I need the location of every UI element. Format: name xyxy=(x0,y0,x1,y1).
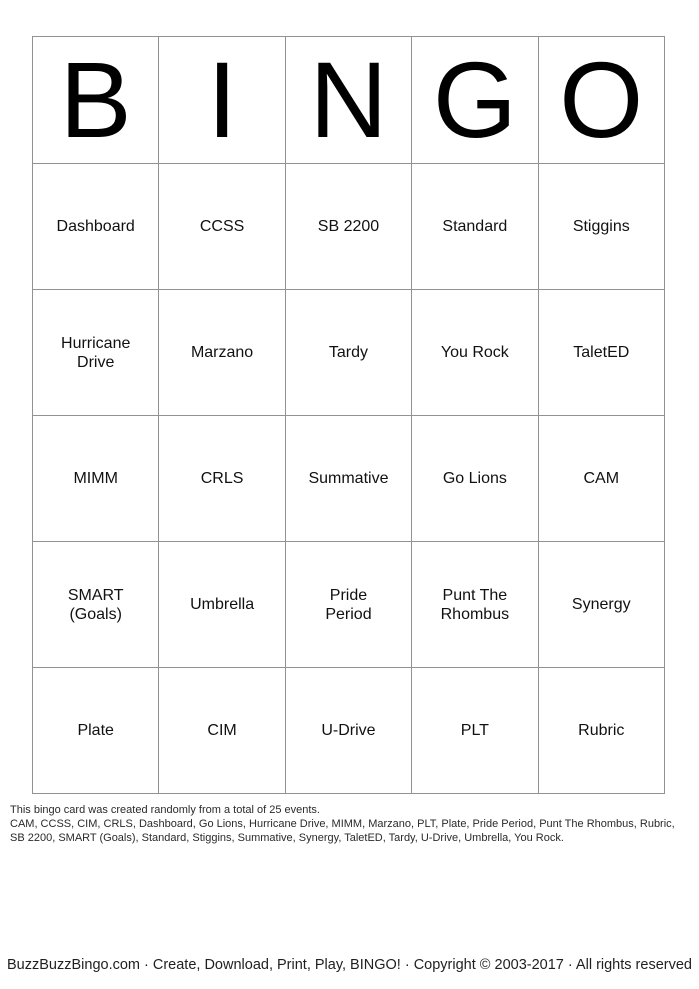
bingo-cell: U-Drive xyxy=(284,667,413,794)
bingo-cell: CAM xyxy=(537,415,666,542)
bingo-cell: SMART (Goals) xyxy=(31,541,160,668)
bingo-cell: Hurricane Drive xyxy=(31,289,160,416)
bingo-cell: Umbrella xyxy=(158,541,286,668)
bingo-cell: Tardy xyxy=(284,289,413,416)
bingo-cell: Standard xyxy=(411,163,539,290)
bingo-card: B I N G O Dashboard CCSS SB 2200 Standar… xyxy=(31,36,666,794)
bingo-header-letter-n: N xyxy=(284,36,413,164)
bingo-row-5: Plate CIM U-Drive PLT Rubric xyxy=(31,667,666,794)
bingo-cell: TaletED xyxy=(537,289,666,416)
bingo-row-1: Dashboard CCSS SB 2200 Standard Stiggins xyxy=(31,163,666,290)
bingo-cell: CIM xyxy=(158,667,286,794)
bingo-cell: You Rock xyxy=(411,289,539,416)
bingo-cell: Punt The Rhombus xyxy=(411,541,539,668)
bingo-cell: SB 2200 xyxy=(284,163,413,290)
bingo-row-2: Hurricane Drive Marzano Tardy You Rock T… xyxy=(31,289,666,416)
bingo-cell: Synergy xyxy=(537,541,666,668)
bingo-cell: Pride Period xyxy=(284,541,413,668)
card-info-events-list: CAM, CCSS, CIM, CRLS, Dashboard, Go Lion… xyxy=(10,818,675,844)
bingo-cell: Marzano xyxy=(158,289,286,416)
bingo-cell: Go Lions xyxy=(411,415,539,542)
bingo-cell: Rubric xyxy=(537,667,666,794)
bingo-cell: Stiggins xyxy=(537,163,666,290)
bingo-row-3: MIMM CRLS Summative Go Lions CAM xyxy=(31,415,666,542)
bingo-cell: Dashboard xyxy=(31,163,160,290)
bingo-cell: Summative xyxy=(284,415,413,542)
bingo-header-row: B I N G O xyxy=(31,36,666,164)
bingo-header-letter-o: O xyxy=(537,36,666,164)
bingo-header-letter-i: I xyxy=(158,36,286,164)
bingo-cell: CRLS xyxy=(158,415,286,542)
bingo-cell: MIMM xyxy=(31,415,160,542)
site-footer-text: BuzzBuzzBingo.com · Create, Download, Pr… xyxy=(7,957,692,973)
bingo-cell: PLT xyxy=(411,667,539,794)
bingo-header-letter-g: G xyxy=(411,36,539,164)
card-info: This bingo card was created randomly fro… xyxy=(10,803,689,845)
bingo-row-4: SMART (Goals) Umbrella Pride Period Punt… xyxy=(31,541,666,668)
bingo-cell: Plate xyxy=(31,667,160,794)
card-info-created-line: This bingo card was created randomly fro… xyxy=(10,804,320,816)
bingo-header-letter-b: B xyxy=(31,36,160,164)
bingo-cell: CCSS xyxy=(158,163,286,290)
